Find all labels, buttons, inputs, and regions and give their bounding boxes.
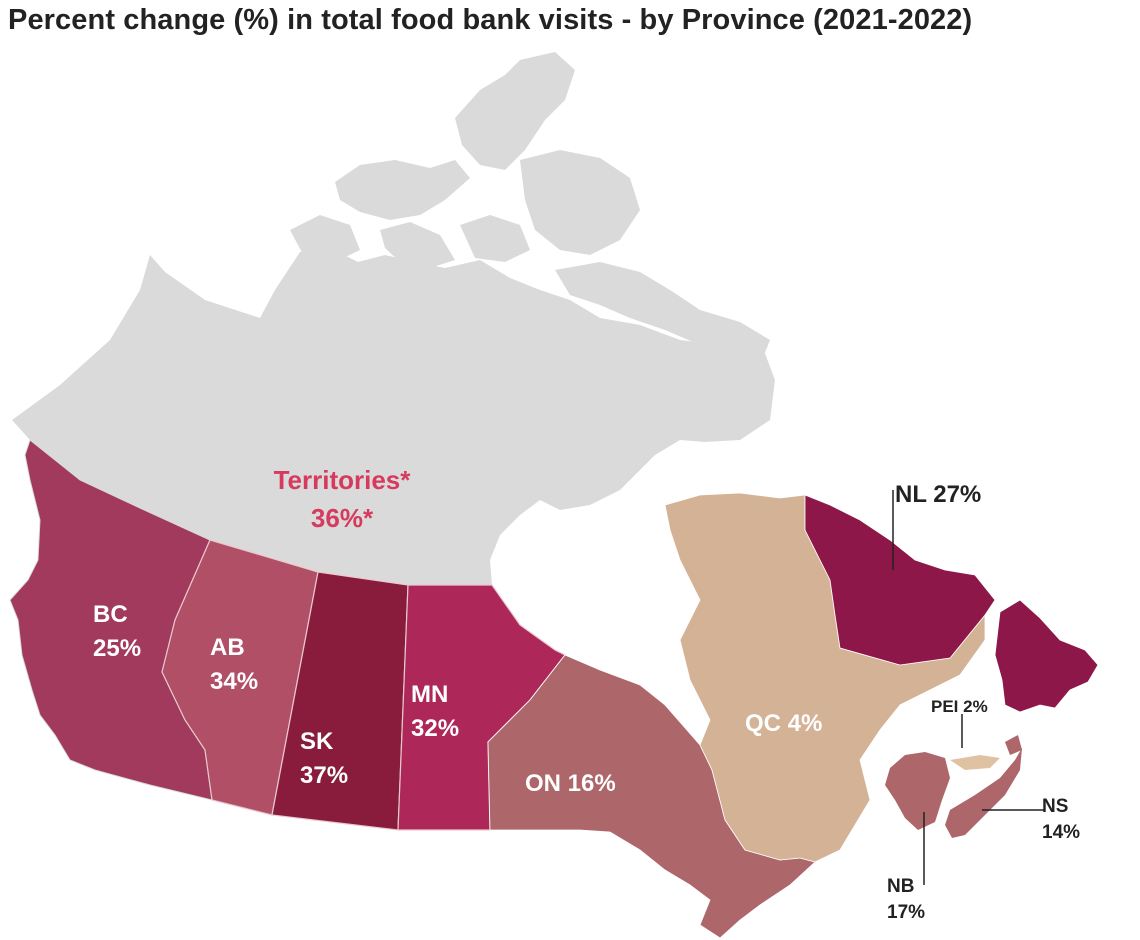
sk-value-label: 37% [300, 762, 348, 789]
region-NS-cape-breton[interactable] [1005, 735, 1022, 755]
chart-title: Percent change (%) in total food bank vi… [8, 4, 973, 36]
ab-value-label: 34% [210, 668, 258, 695]
territories-value-label: 36%* [311, 503, 374, 533]
nl-label: NL 27% [895, 481, 981, 508]
on-label: ON 16% [525, 770, 616, 797]
ns-name-label: NS [1042, 796, 1068, 817]
qc-label: QC 4% [745, 710, 822, 737]
region-territories[interactable] [12, 248, 775, 585]
territories-name-label: Territories* [274, 465, 412, 495]
region-NL-newfoundland[interactable] [994, 599, 1099, 713]
region-PEI[interactable] [950, 755, 1000, 770]
leader-lines [892, 490, 1045, 885]
mn-value-label: 32% [411, 715, 459, 742]
arctic-islands [290, 52, 770, 425]
mn-name-label: MN [411, 681, 448, 708]
ab-name-label: AB [210, 634, 245, 661]
region-NB[interactable] [885, 752, 950, 830]
nb-name-label: NB [887, 876, 914, 897]
ns-value-label: 14% [1042, 822, 1080, 843]
bc-name-label: BC [93, 601, 128, 628]
pei-label: PEI 2% [931, 697, 988, 716]
nb-value-label: 17% [887, 902, 925, 923]
sk-name-label: SK [300, 728, 334, 755]
region-NS[interactable] [945, 748, 1022, 838]
region-NL-labrador[interactable] [804, 494, 996, 666]
bc-value-label: 25% [93, 635, 141, 662]
